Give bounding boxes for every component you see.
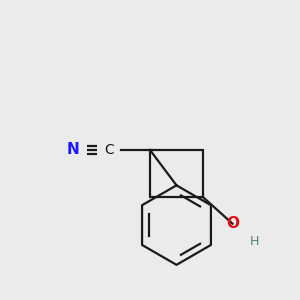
Text: H: H xyxy=(250,235,259,248)
Text: N: N xyxy=(67,142,80,158)
Text: O: O xyxy=(226,216,239,231)
Text: C: C xyxy=(104,143,114,157)
